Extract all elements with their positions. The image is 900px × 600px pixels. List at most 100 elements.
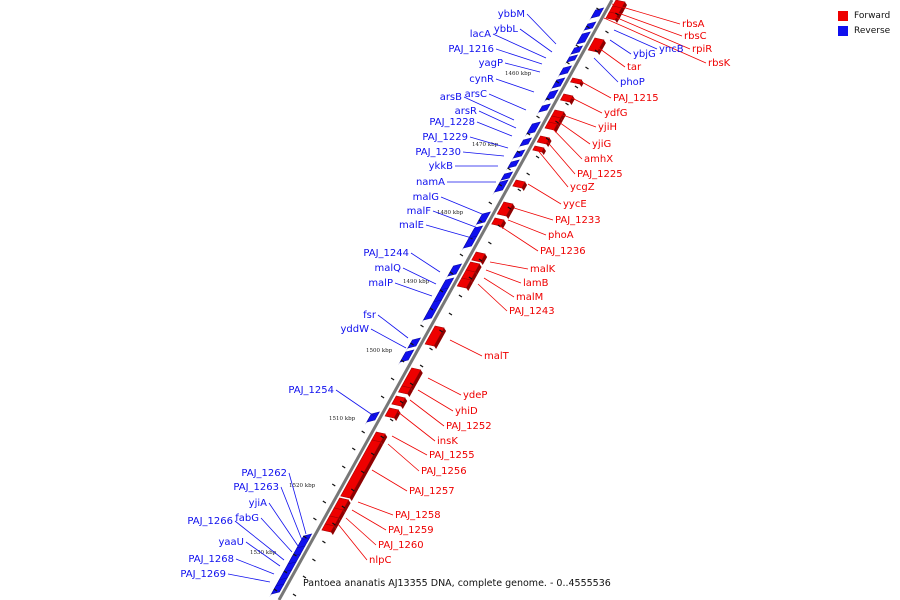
tick-dash: [351, 447, 356, 451]
tick-dash: [478, 258, 483, 262]
tick-dash: [478, 219, 483, 223]
forward-gene-label: PAJ_1258: [395, 510, 441, 521]
tick-dash: [546, 97, 550, 101]
forward-gene-block-shadow: [500, 220, 507, 229]
label-leaders: [227, 3, 707, 583]
reverse-gene-label: lacA: [470, 29, 491, 40]
legend-label-reverse: Reverse: [854, 25, 891, 36]
tick-dash: [439, 329, 443, 333]
tick-dash: [488, 201, 493, 205]
forward-gene-label: rbsA: [682, 19, 705, 30]
tick-dash: [419, 364, 424, 368]
forward-gene-leader: [527, 183, 562, 205]
tick-dash: [596, 7, 600, 11]
tick-dash: [594, 49, 599, 53]
reverse-gene-block: [507, 159, 520, 169]
reverse-gene-leader: [260, 517, 293, 553]
reverse-gene-label: PAJ_1230: [415, 147, 461, 158]
tick-dash: [361, 430, 366, 434]
reverse-gene-leader: [492, 33, 547, 59]
forward-gene-leader: [357, 501, 394, 516]
forward-gene-label: PAJ_1256: [421, 466, 467, 477]
reverse-gene-label: PAJ_1254: [288, 385, 334, 396]
reverse-gene-leader: [593, 57, 619, 83]
reverse-gene-label: cynR: [469, 74, 494, 85]
tick-dash: [420, 324, 424, 328]
tick-dash: [545, 137, 550, 141]
forward-gene-label: malT: [484, 351, 510, 362]
forward-gene-leader: [595, 45, 626, 68]
tick-dash: [555, 80, 560, 84]
forward-gene-leader: [499, 225, 539, 252]
reverse-gene-label: malF: [407, 206, 432, 217]
reverse-gene-block-shadow: [398, 352, 406, 365]
forward-gene-label: yjiG: [592, 139, 611, 150]
forward-gene-block-shadow: [475, 264, 482, 275]
reverse-gene-block: [512, 149, 526, 159]
forward-gene-label: PAJ_1252: [446, 421, 492, 432]
reverse-gene-label: ykkB: [429, 161, 454, 172]
reverse-gene-leader: [478, 110, 517, 129]
reverse-gene-label: malQ: [374, 263, 401, 274]
tick-dash: [341, 505, 346, 509]
forward-gene-leader: [337, 523, 368, 561]
reverse-gene-block-shadow: [492, 182, 501, 195]
reverse-gene-label: fsr: [363, 310, 377, 321]
reverse-gene-block-shadow: [511, 152, 517, 161]
tick-dash: [516, 150, 521, 154]
forward-gene-label: PAJ_1259: [388, 525, 434, 536]
tick-label: 1510 kbp: [329, 416, 356, 422]
reverse-gene-leader: [335, 389, 375, 417]
forward-swatch: [838, 10, 848, 21]
reverse-gene-label: yncB: [659, 44, 684, 55]
reverse-gene-block: [566, 54, 579, 63]
forward-gene-block-shadow: [338, 510, 346, 521]
tick-dash: [293, 553, 297, 557]
tick-dash: [586, 25, 590, 29]
forward-gene-label: yhiD: [455, 406, 478, 417]
tick-dash: [389, 418, 394, 422]
forward-gene-block-shadow: [579, 80, 584, 87]
forward-gene-block-shadow: [541, 148, 546, 155]
reverse-gene-leader: [613, 29, 658, 50]
reverse-gene-block-shadow: [518, 140, 524, 149]
reverse-gene-label: PAJ_1263: [233, 482, 279, 493]
forward-gene-block: [340, 439, 382, 499]
tick-dash: [605, 30, 609, 34]
reverse-gene-label: PAJ_1262: [241, 468, 287, 479]
reverse-gene-leader: [609, 39, 632, 55]
forward-gene-label: ydfG: [604, 108, 628, 119]
forward-gene-block-shadow: [553, 124, 560, 133]
forward-gene-label: yycE: [563, 199, 587, 210]
forward-gene-label: lamB: [523, 278, 549, 289]
reverse-gene-label: PAJ_1244: [363, 248, 409, 259]
forward-gene-leader: [567, 95, 603, 114]
tick-dash: [302, 575, 307, 579]
reverse-gene-block-shadow: [536, 106, 543, 115]
legend-item-forward: Forward: [838, 8, 890, 23]
forward-gene-label: PAJ_1243: [509, 306, 555, 317]
tick-dash: [399, 400, 404, 404]
forward-gene-label: PAJ_1215: [613, 93, 659, 104]
reverse-gene-leader: [410, 252, 441, 273]
tick-dash: [448, 312, 453, 316]
reverse-gene-label: namA: [416, 177, 445, 188]
forward-gene-leader: [351, 509, 387, 531]
tick-dash: [517, 188, 522, 192]
forward-gene-block-shadow: [480, 254, 488, 265]
tick-dash: [439, 289, 444, 293]
forward-gene-block-shadow: [330, 526, 337, 535]
forward-gene-leader: [489, 261, 529, 270]
tick-dash: [459, 253, 464, 257]
forward-gene-leader: [483, 277, 515, 298]
tick-dash: [273, 588, 278, 592]
reverse-gene-leader: [394, 282, 433, 297]
forward-gene-label: PAJ_1257: [409, 486, 455, 497]
forward-gene-leader: [535, 147, 569, 188]
forward-gene-label: PAJ_1260: [378, 540, 424, 551]
legend-item-reverse: Reverse: [838, 23, 890, 38]
tick-marks: 1460 kbp 1470 kbp 1480 kbp 1490 kbp 1500 kbp…: [250, 7, 619, 597]
reverse-gene-label: ybbM: [498, 9, 525, 20]
reverse-gene-block-shadow: [564, 57, 570, 65]
